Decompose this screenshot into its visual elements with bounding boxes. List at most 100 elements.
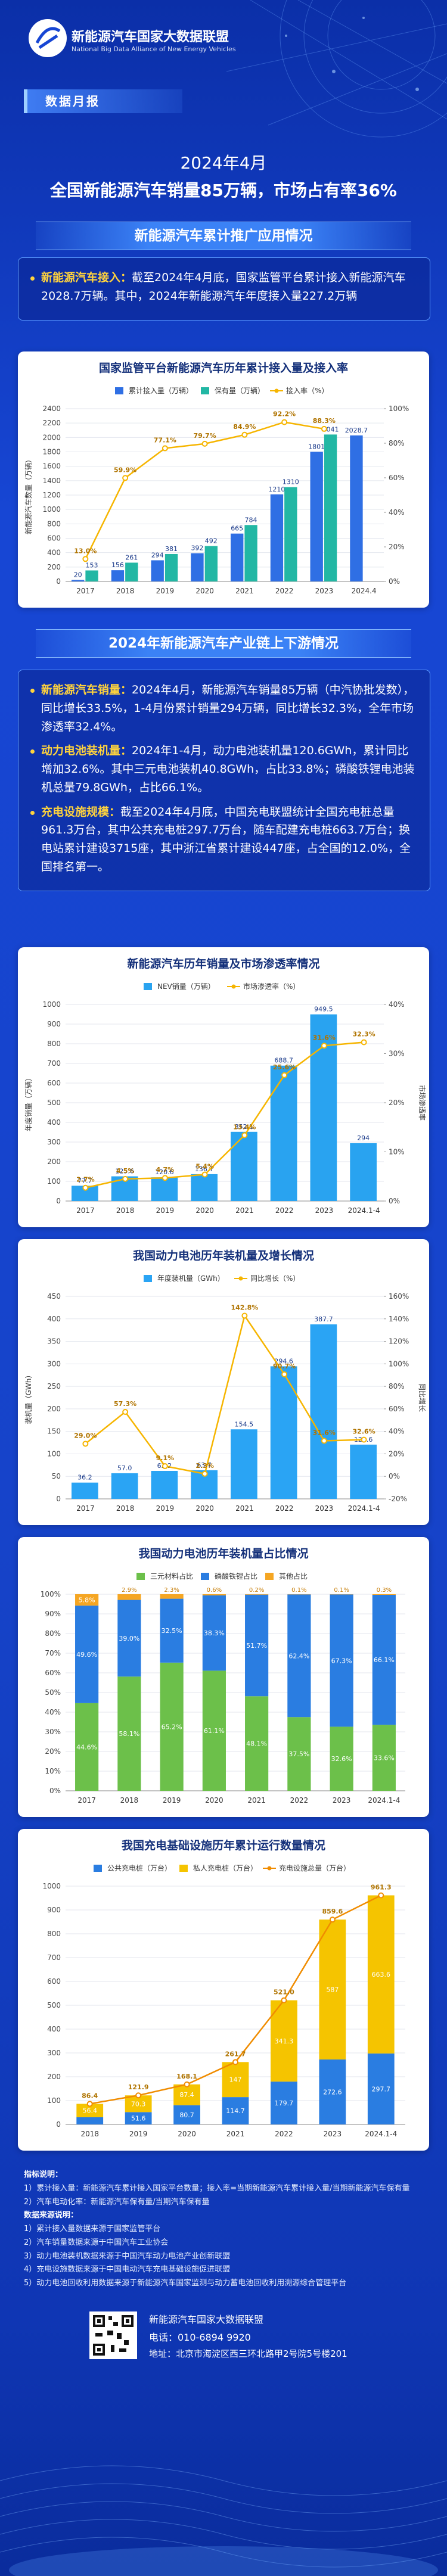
bar-segment [117, 1594, 141, 1600]
data-label: 57.3% [114, 1400, 136, 1408]
data-label: 663.6 [372, 1971, 391, 1978]
bar-segment [245, 1594, 269, 1595]
data-label: 32.6% [331, 1755, 352, 1763]
y-tick-label: 450 [47, 1292, 61, 1301]
y2-axis-label: 市场渗透率 [418, 1085, 427, 1121]
data-label: 587 [326, 1986, 339, 1994]
data-label: 153 [86, 562, 98, 570]
line [85, 1314, 364, 1475]
org-name: 新能源汽车国家大数据联盟 [72, 30, 229, 45]
y-tick-label: 1800 [42, 448, 61, 456]
x-tick-label: 2019 [156, 1206, 175, 1215]
y-tick-label: 400 [47, 1118, 61, 1127]
data-label: 49.6% [76, 1651, 97, 1659]
point [281, 1371, 288, 1377]
legend-label: 磷酸铁锂占比 [215, 1572, 257, 1581]
data-label: 84.9% [233, 423, 256, 431]
data-label: 39.0% [119, 1635, 139, 1642]
x-tick-label: 2019 [129, 2130, 148, 2138]
x-tick-label: 2020 [205, 1796, 224, 1805]
note: 2）汽车电动化率：新能源汽车保有量/当期汽车保有量 [24, 2197, 210, 2207]
bar [231, 1429, 257, 1499]
bar-segment [372, 1594, 396, 1725]
bar [164, 553, 178, 581]
section-title: 新能源汽车累计推广应用情况 [36, 222, 411, 250]
bullet-text: 截至2024年4月底，国家监管平台累计接入新能源汽车2028.7万辆。其中，20… [41, 271, 406, 303]
x-tick-label: 2019 [163, 1796, 181, 1805]
note: 5）动力电池回收利用数据来源于新能源汽车国家监测与动力蓄电池回收利用溯源综合管理… [24, 2279, 347, 2288]
y-tick-label: 100 [47, 1177, 61, 1186]
data-label: 77.1% [154, 436, 176, 444]
data-label: 31.6% [313, 1034, 336, 1041]
y-tick-label: 200 [47, 1158, 61, 1166]
data-label: 32.3% [353, 1031, 375, 1038]
y-tick-label: 1000 [42, 1882, 61, 1890]
y-tick-label: 400 [47, 2025, 61, 2033]
bullet: 新能源汽车销量：2024年4月，新能源汽车销量85万辆（中汽协批发数），同比增长… [30, 681, 418, 736]
data-label: 0.3% [377, 1587, 392, 1594]
legend-label: 接入率（%） [286, 386, 328, 395]
x-tick-label: 2021 [235, 1206, 254, 1215]
point [201, 1171, 208, 1178]
y-tick-label: 0% [49, 1787, 61, 1795]
data-label: 13.0% [74, 547, 97, 555]
point [281, 419, 288, 425]
bar-segment [202, 1595, 226, 1671]
data-label: 77.7 [77, 1177, 92, 1184]
bar-segment [160, 1662, 184, 1791]
y-tick-label: 0 [56, 1495, 61, 1503]
data-label: 114.7 [226, 2107, 245, 2115]
data-label: 87.4 [179, 2091, 194, 2099]
bar [151, 1471, 178, 1499]
x-tick-label: 2018 [116, 1504, 135, 1513]
data-label: 37.5% [288, 1750, 309, 1758]
data-label: 1310 [283, 478, 299, 486]
chart-title: 新能源汽车历年销量及市场渗透率情况 [127, 957, 319, 970]
y2-tick-label: 100% [389, 1359, 409, 1368]
x-tick-label: 2023 [315, 1504, 334, 1513]
y2-tick-label: -20% [389, 1495, 407, 1503]
legend-swatch [179, 1865, 188, 1872]
y-tick-label: 100 [47, 1449, 61, 1458]
legend-swatch [201, 1573, 209, 1580]
bar-segment [367, 2053, 395, 2124]
legend-swatch [265, 1573, 274, 1580]
y-tick-label: 800 [47, 1040, 61, 1048]
point [82, 1441, 89, 1447]
data-label: 31.6% [313, 1429, 336, 1437]
y2-tick-label: 60% [389, 474, 405, 482]
bar [231, 1131, 257, 1201]
x-tick-label: 2023 [315, 1206, 334, 1215]
point [232, 2059, 238, 2065]
point [361, 1039, 367, 1046]
bar [350, 435, 363, 581]
y2-axis-label: 同比增长 [418, 1383, 426, 1412]
data-label: 297.7 [372, 2085, 391, 2093]
point [162, 1463, 168, 1470]
x-tick-label: 2024.1-4 [365, 2130, 397, 2138]
bar [85, 570, 98, 581]
data-label: 125.6 [115, 1168, 134, 1175]
data-label: 0.1% [291, 1587, 306, 1594]
bar-segment [287, 1717, 311, 1791]
data-label: 51.6 [131, 2115, 146, 2123]
note: 2）汽车销量数据来源于中国汽车工业协会 [24, 2238, 169, 2247]
bar [72, 580, 85, 581]
text-box: 新能源汽车接入：截至2024年4月底，国家监管平台累计接入新能源汽车2028.7… [18, 257, 430, 321]
y-tick-label: 30% [45, 1728, 61, 1736]
y2-tick-label: 40% [389, 1427, 405, 1436]
data-label: 57.0 [117, 1464, 132, 1472]
legend-label: 年度装机量（GWh） [157, 1274, 225, 1283]
x-tick-label: 2020 [195, 587, 214, 595]
data-label: 61.1% [204, 1727, 225, 1735]
legend-label: 三元材料占比 [150, 1572, 193, 1581]
point [184, 2081, 190, 2087]
note: 3）动力电池装机数据来源于中国汽车动力电池产业创新联盟 [24, 2251, 231, 2261]
data-label: 5.8% [79, 1597, 95, 1604]
data-label: 58.1% [119, 1730, 139, 1738]
bar [72, 1482, 98, 1499]
data-label: 86.4 [82, 2092, 98, 2099]
data-label: 381 [165, 545, 178, 553]
bar-segment [287, 1594, 311, 1718]
y-tick-label: 600 [47, 534, 61, 543]
